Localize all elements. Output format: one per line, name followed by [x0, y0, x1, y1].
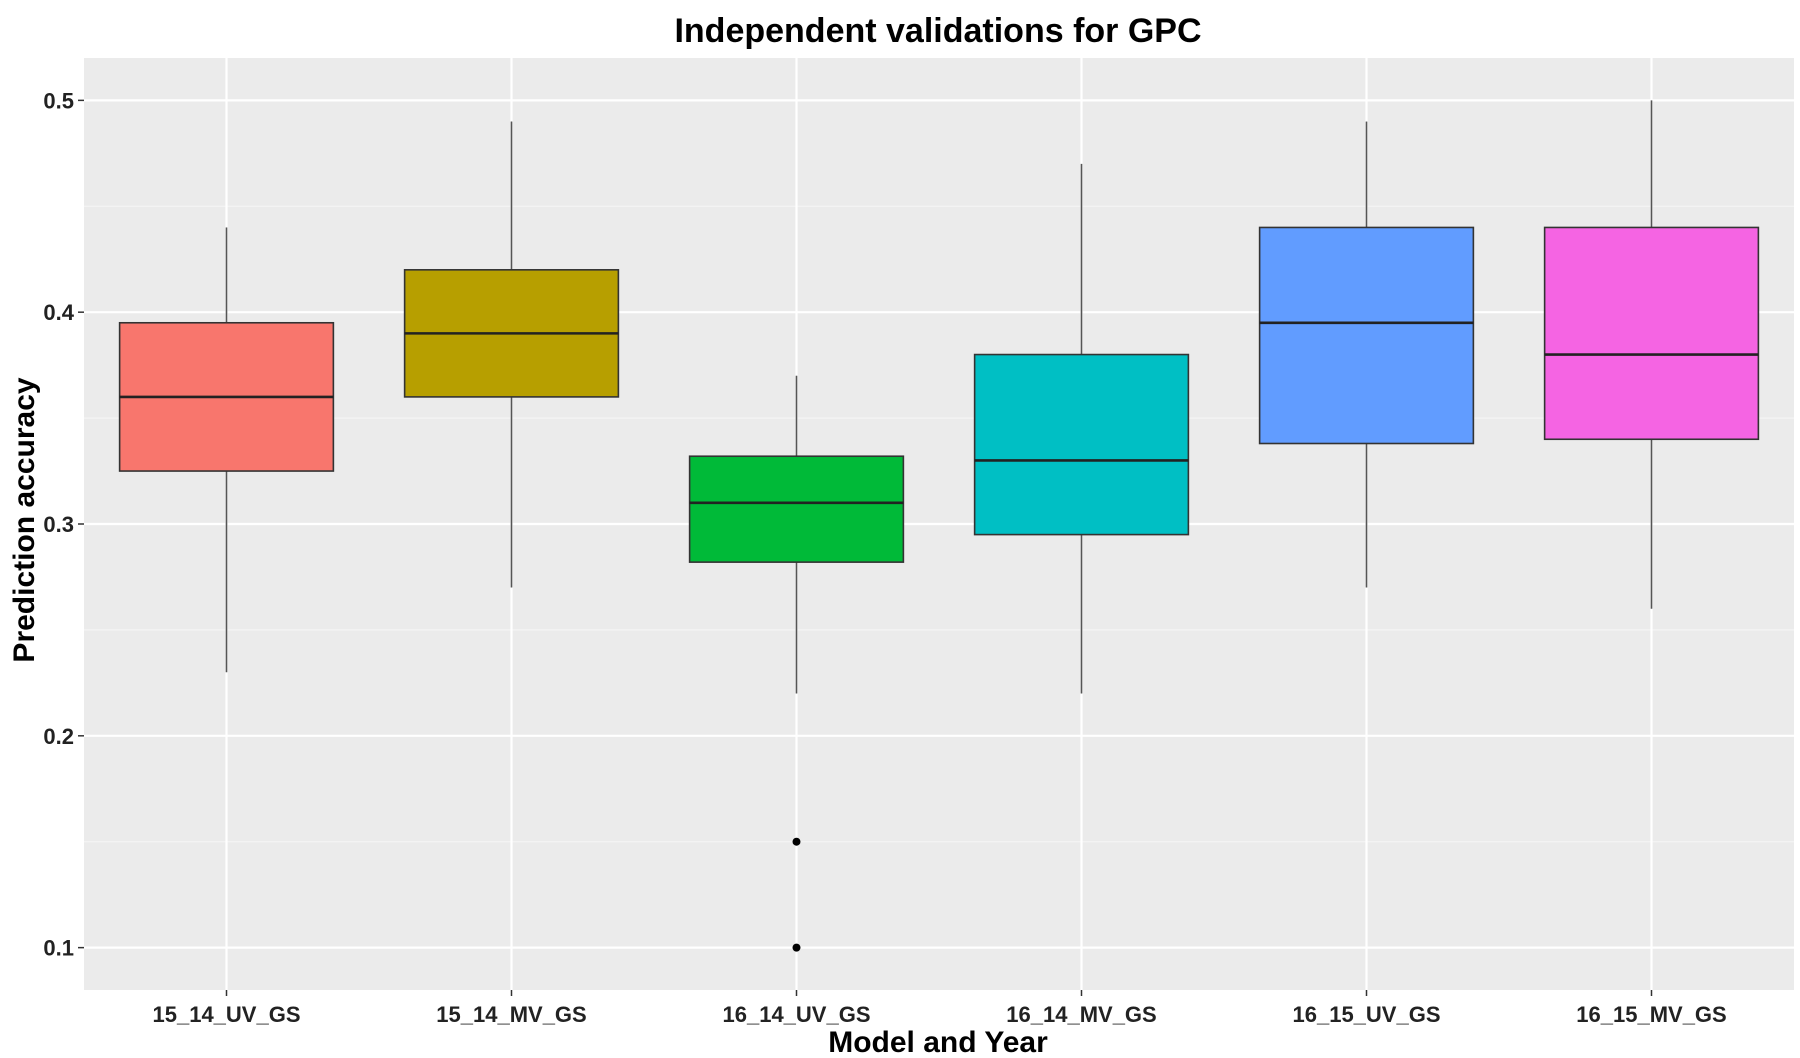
box-body [688, 455, 905, 563]
y-tick-label: 0.2 [43, 724, 74, 749]
y-tick-label: 0.3 [43, 512, 74, 537]
x-tick-label: 15_14_MV_GS [436, 1002, 586, 1027]
x-axis-ticks: 15_14_UV_GS 15_14_MV_GS 16_14_UV_GS 16_14_M… [153, 990, 1727, 1027]
y-tick-label: 0.4 [43, 300, 74, 325]
box-15_14_MV_GS [403, 121, 620, 588]
y-axis-title: Prediction accuracy [8, 377, 41, 662]
box-16_14_UV_GS [688, 375, 905, 952]
box-16_15_MV_GS [1543, 100, 1760, 609]
box-16_15_UV_GS [1258, 121, 1475, 588]
x-tick-label: 16_15_MV_GS [1576, 1002, 1726, 1027]
box-15_14_UV_GS [118, 227, 335, 673]
box-body [1258, 226, 1475, 445]
x-tick-label: 16_14_UV_GS [723, 1002, 871, 1027]
outlier-point [792, 943, 801, 952]
x-tick-label: 16_14_MV_GS [1006, 1002, 1156, 1027]
box-body [1543, 226, 1760, 441]
x-tick-label: 15_14_UV_GS [153, 1002, 301, 1027]
x-axis-title: Model and Year [828, 1026, 1048, 1058]
outlier-point [792, 837, 801, 846]
y-tick-label: 0.1 [43, 936, 74, 961]
chart-title: Independent validations for GPC [674, 12, 1201, 50]
x-tick-label: 16_15_UV_GS [1293, 1002, 1441, 1027]
y-axis-ticks: 0.1 0.2 0.3 0.4 0.5 [43, 88, 84, 961]
boxes [118, 100, 1760, 952]
box-body [973, 353, 1190, 536]
y-tick-label: 0.5 [43, 88, 74, 113]
box-16_14_MV_GS [973, 163, 1190, 694]
